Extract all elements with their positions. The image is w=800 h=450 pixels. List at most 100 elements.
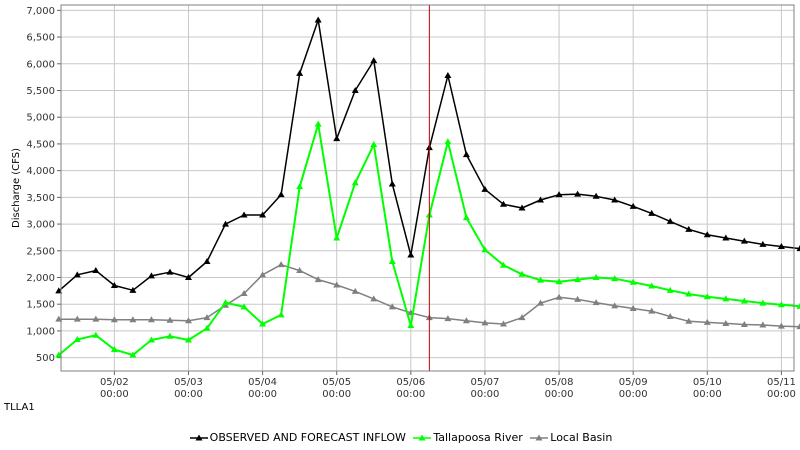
data-point-local [240, 290, 248, 297]
data-point-observed [351, 86, 359, 93]
y-tick-label: 1,000 [26, 326, 55, 337]
data-point-observed [703, 231, 711, 238]
data-point-river [518, 270, 526, 277]
data-point-observed [296, 69, 304, 76]
x-tick-time-label: 00:00 [471, 389, 500, 400]
data-point-local [648, 307, 656, 314]
data-point-observed [388, 180, 396, 187]
x-tick-time-label: 00:00 [174, 389, 203, 400]
data-point-observed [333, 135, 341, 142]
data-point-observed [147, 272, 155, 279]
data-point-observed [240, 211, 248, 218]
y-tick-label: 3,500 [26, 193, 55, 204]
x-tick-time-label: 00:00 [322, 389, 351, 400]
data-point-river [110, 346, 118, 353]
data-point-river [166, 332, 174, 339]
data-point-river [147, 336, 155, 343]
data-point-observed [203, 257, 211, 264]
data-point-local [777, 322, 785, 329]
data-point-river [703, 293, 711, 300]
data-point-river [462, 214, 470, 221]
x-tick-date-label: 05/02 [100, 377, 129, 388]
grid-lines [61, 5, 794, 371]
data-point-local [462, 317, 470, 324]
data-point-local [314, 276, 322, 283]
x-tick-time-label: 00:00 [693, 389, 722, 400]
x-tick-time-label: 00:00 [248, 389, 277, 400]
data-point-local [92, 315, 100, 322]
data-point-observed [370, 57, 378, 64]
data-point-local [73, 315, 81, 322]
data-point-local [481, 319, 489, 326]
data-point-observed [796, 245, 800, 252]
data-point-river [222, 299, 230, 306]
data-point-local [592, 299, 600, 306]
data-point-local [537, 299, 545, 306]
data-point-river [648, 282, 656, 289]
y-tick-label: 2,500 [26, 246, 55, 257]
y-tick-label: 2,000 [26, 273, 55, 284]
data-point-river [685, 290, 693, 297]
data-point-river [777, 301, 785, 308]
y-tick-label: 500 [36, 353, 55, 364]
x-axis: 05/0200:0005/0300:0005/0400:0005/0500:00… [100, 371, 796, 400]
data-point-observed [92, 267, 100, 274]
data-point-observed [184, 273, 192, 280]
legend-label-tallapoosa-river: Tallapoosa River [433, 431, 523, 444]
data-point-local [184, 317, 192, 324]
y-tick-label: 4,000 [26, 166, 55, 177]
legend-item-observed: OBSERVED AND FORECAST INFLOW [188, 431, 406, 444]
data-point-observed [129, 286, 137, 293]
x-tick-time-label: 00:00 [767, 389, 796, 400]
plot-border [60, 4, 795, 372]
data-point-observed [462, 151, 470, 158]
x-tick-date-label: 05/07 [471, 377, 500, 388]
data-point-local [388, 303, 396, 310]
data-point-river [481, 246, 489, 253]
y-tick-label: 6,000 [26, 59, 55, 70]
data-point-local [203, 314, 211, 321]
data-point-local [629, 304, 637, 311]
data-point-observed [666, 217, 674, 224]
y-axis-title: Discharge (CFS) [11, 148, 22, 228]
plot-area [61, 5, 794, 371]
x-tick-time-label: 00:00 [619, 389, 648, 400]
data-point-local [370, 295, 378, 302]
data-point-local [574, 295, 582, 302]
data-point-local [296, 267, 304, 274]
data-point-river [277, 311, 285, 318]
data-point-local [277, 261, 285, 268]
y-tick-label: 7,000 [26, 6, 55, 17]
data-point-local [166, 316, 174, 323]
data-point-observed [777, 243, 785, 250]
data-point-river [537, 276, 545, 283]
data-point-observed [611, 196, 619, 203]
data-point-observed [222, 220, 230, 227]
data-point-observed [277, 191, 285, 198]
data-point-observed [759, 240, 767, 247]
data-point-observed [259, 211, 267, 218]
legend-label-local-basin: Local Basin [550, 431, 613, 444]
data-point-observed [648, 209, 656, 216]
data-point-local [703, 318, 711, 325]
data-point-local [259, 271, 267, 278]
legend-swatch-observed [189, 434, 208, 440]
legend-item-tallapoosa-river: Tallapoosa River [411, 431, 523, 444]
data-point-observed [555, 191, 563, 198]
data-point-river [92, 331, 100, 338]
data-point-local [518, 314, 526, 321]
x-tick-date-label: 05/03 [174, 377, 203, 388]
data-point-river [722, 295, 730, 302]
data-point-local [796, 323, 800, 330]
data-point-river [129, 351, 137, 358]
data-point-observed [481, 185, 489, 192]
data-point-river [240, 303, 248, 310]
data-point-local [685, 317, 693, 324]
data-point-river [629, 278, 637, 285]
data-point-river [388, 257, 396, 264]
y-tick-label: 4,500 [26, 139, 55, 150]
data-point-river [296, 183, 304, 190]
data-point-local [759, 321, 767, 328]
data-point-observed [685, 225, 693, 232]
data-point-observed [592, 192, 600, 199]
